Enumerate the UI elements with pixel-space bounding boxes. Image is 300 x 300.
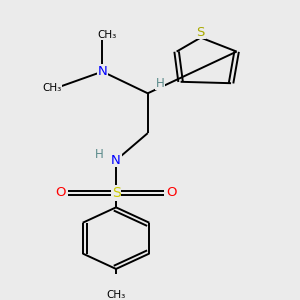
Text: S: S <box>112 186 120 200</box>
Text: N: N <box>111 154 121 167</box>
Text: N: N <box>98 65 107 78</box>
Text: CH₃: CH₃ <box>106 290 126 300</box>
Text: CH₃: CH₃ <box>97 30 117 40</box>
Text: O: O <box>55 186 66 200</box>
Text: H: H <box>156 77 165 90</box>
Text: H: H <box>94 148 103 161</box>
Text: CH₃: CH₃ <box>42 83 61 93</box>
Text: O: O <box>167 186 177 200</box>
Text: S: S <box>196 26 205 39</box>
